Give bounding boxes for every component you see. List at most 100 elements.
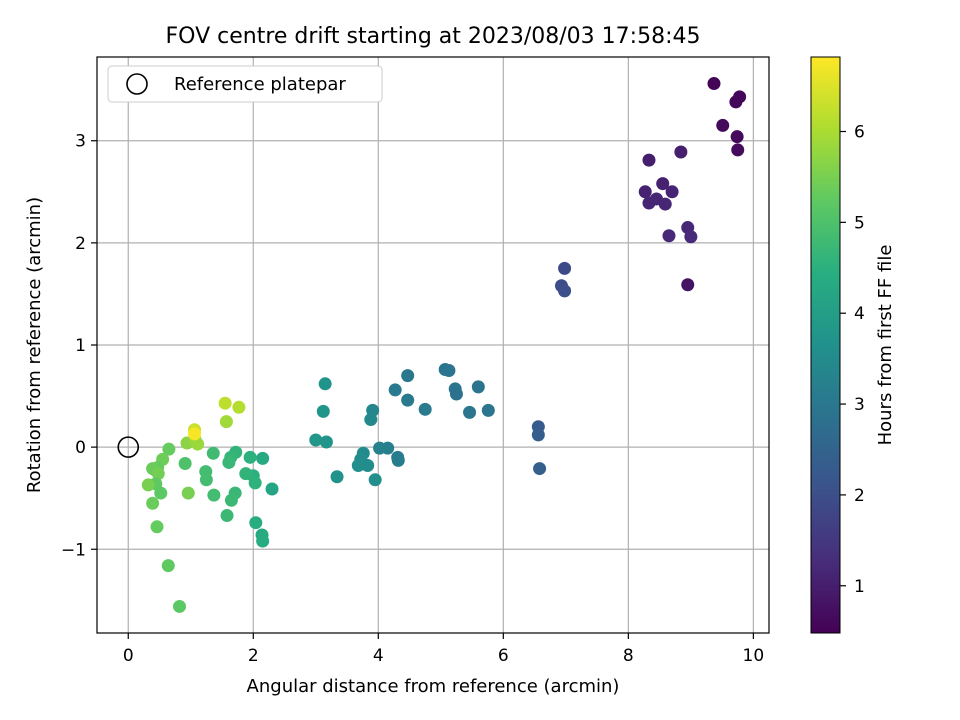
legend: Reference platepar (107, 65, 383, 103)
grid-lines (97, 57, 769, 633)
scatter-point (662, 229, 676, 243)
scatter-point (316, 404, 330, 418)
colorbar-ticks: 1 2 3 4 5 6 (840, 122, 865, 597)
scatter-point (388, 383, 402, 397)
scatter-point (207, 488, 221, 502)
scatter-point (533, 462, 547, 476)
scatter-point (181, 486, 195, 500)
scatter-point (191, 437, 205, 451)
scatter-point (239, 467, 253, 481)
scatter-point (351, 459, 365, 473)
colorbar-tick-label: 5 (854, 213, 865, 233)
legend-label: Reference platepar (174, 74, 346, 95)
scatter-point (463, 405, 477, 419)
scatter-point (173, 599, 187, 613)
scatter-point (178, 456, 192, 470)
scatter-point (249, 516, 263, 530)
reference-platepar-marker (117, 436, 140, 458)
scatter-point (373, 441, 387, 455)
scatter-point (141, 478, 155, 492)
x-tick-label: 10 (743, 646, 765, 666)
scatter-point (309, 433, 323, 447)
x-tick-label: 0 (123, 646, 134, 666)
scatter-point (256, 451, 270, 465)
colorbar-tick-label: 1 (854, 577, 865, 597)
scatter-point (716, 118, 730, 132)
scatter-point (151, 467, 165, 481)
scatter-point (729, 95, 743, 109)
y-tick-label: 1 (75, 336, 86, 356)
scatter-point (642, 153, 656, 167)
scatter-point (232, 400, 246, 414)
chart-title: FOV centre drift starting at 2023/08/03 … (166, 24, 701, 49)
scatter-point (199, 473, 213, 487)
y-tick-label: 3 (75, 132, 86, 152)
x-tick-label: 4 (373, 646, 384, 666)
legend-box (107, 65, 383, 103)
x-axis-label: Angular distance from reference (arcmin) (247, 676, 620, 697)
scatter-point (681, 278, 695, 292)
scatter-point (442, 364, 456, 378)
x-tick-label: 8 (623, 646, 634, 666)
scatter-point (318, 377, 332, 391)
x-tick-label: 6 (498, 646, 509, 666)
scatter-point (481, 403, 495, 417)
scatter-point (206, 446, 220, 460)
scatter-point (449, 387, 463, 401)
y-axis-ticks: −1 0 1 2 3 (61, 132, 97, 560)
scatter-point (707, 77, 721, 91)
colorbar (810, 56, 841, 634)
scatter-point (256, 534, 270, 548)
y-tick-label: −1 (61, 540, 86, 560)
scatter-point (401, 369, 415, 383)
scatter-point (638, 185, 652, 199)
colorbar-tick-label: 6 (854, 122, 865, 142)
legend-reference-marker (126, 73, 148, 95)
scatter-point (471, 380, 485, 394)
scatter-point (319, 435, 333, 449)
scatter-point (665, 185, 679, 199)
scatter-point (188, 427, 202, 441)
scatter-point (154, 486, 168, 500)
scatter-point (222, 455, 236, 469)
scatter-point (330, 470, 344, 484)
scatter-point (731, 143, 745, 157)
scatter-point (248, 476, 262, 490)
scatter-point (684, 230, 698, 244)
x-tick-label: 2 (248, 646, 259, 666)
scatter-point (224, 493, 238, 507)
scatter-point (265, 482, 279, 496)
scatter-point (531, 428, 545, 442)
scatter-point (401, 393, 415, 407)
scatter-point (364, 413, 378, 427)
colorbar-tick-label: 2 (854, 486, 865, 506)
scatter-point (218, 396, 232, 410)
scatter-point (220, 509, 234, 523)
scatter-point (146, 496, 160, 510)
scatter-point (674, 145, 688, 159)
scatter-points (141, 77, 747, 613)
colorbar-label: Hours from first FF file (875, 245, 896, 446)
colorbar-tick-label: 3 (854, 395, 865, 415)
scatter-point (161, 559, 175, 573)
scatter-point (658, 197, 672, 211)
x-axis-ticks: 0 2 4 6 8 10 (123, 633, 764, 666)
scatter-point (361, 459, 375, 473)
scatter-point (243, 450, 257, 464)
scatter-point (656, 177, 670, 191)
scatter-point (418, 402, 432, 416)
scatter-point (730, 130, 744, 144)
scatter-point (150, 520, 164, 534)
scatter-point (162, 442, 176, 456)
scatter-point (558, 261, 572, 275)
colorbar-tick-label: 4 (854, 304, 865, 324)
scatter-point (558, 284, 572, 298)
scatter-point (368, 473, 382, 487)
scatter-point (219, 415, 233, 429)
scatter-point (642, 196, 656, 210)
y-tick-label: 0 (75, 438, 86, 458)
scatter-point (391, 453, 405, 467)
y-axis-label: Rotation from reference (arcmin) (24, 197, 45, 493)
y-tick-label: 2 (75, 234, 86, 254)
